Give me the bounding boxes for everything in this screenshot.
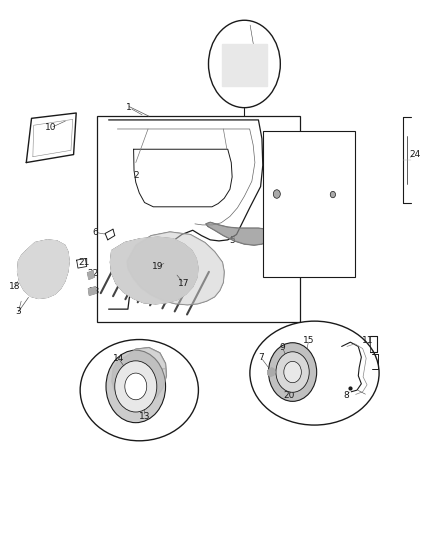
Polygon shape bbox=[268, 368, 275, 376]
Text: 6: 6 bbox=[92, 228, 99, 237]
Bar bbox=[263, 131, 355, 277]
Polygon shape bbox=[127, 232, 224, 305]
Text: 4: 4 bbox=[291, 158, 296, 167]
Text: 13: 13 bbox=[139, 413, 150, 421]
Text: 5: 5 bbox=[229, 237, 235, 245]
Text: 3: 3 bbox=[15, 308, 21, 316]
Polygon shape bbox=[134, 149, 232, 207]
Text: 25: 25 bbox=[250, 52, 261, 60]
Circle shape bbox=[276, 352, 309, 392]
Text: 22: 22 bbox=[88, 270, 99, 278]
Text: 23: 23 bbox=[88, 287, 100, 296]
Polygon shape bbox=[110, 237, 198, 304]
Circle shape bbox=[115, 361, 157, 412]
Circle shape bbox=[268, 343, 317, 401]
Text: 1: 1 bbox=[126, 103, 132, 112]
Text: 10: 10 bbox=[45, 124, 56, 132]
Text: 8: 8 bbox=[343, 391, 349, 400]
Text: 24: 24 bbox=[410, 150, 421, 159]
Polygon shape bbox=[206, 222, 272, 245]
Ellipse shape bbox=[250, 321, 379, 425]
Text: 18: 18 bbox=[9, 282, 21, 291]
Text: 20: 20 bbox=[283, 391, 295, 400]
Polygon shape bbox=[88, 287, 96, 295]
Bar bbox=[97, 116, 300, 322]
Text: 7: 7 bbox=[258, 353, 264, 361]
Text: 21: 21 bbox=[78, 258, 90, 266]
Ellipse shape bbox=[80, 340, 198, 441]
Polygon shape bbox=[18, 240, 69, 298]
Text: 14: 14 bbox=[113, 354, 124, 362]
Circle shape bbox=[106, 350, 166, 423]
Circle shape bbox=[330, 191, 336, 198]
Text: 11: 11 bbox=[362, 336, 374, 344]
Text: 9: 9 bbox=[279, 343, 286, 352]
Polygon shape bbox=[112, 348, 166, 405]
Text: 2: 2 bbox=[133, 172, 138, 180]
Text: 17: 17 bbox=[178, 279, 190, 288]
Polygon shape bbox=[88, 271, 94, 279]
Circle shape bbox=[284, 361, 301, 383]
Circle shape bbox=[125, 373, 147, 400]
Circle shape bbox=[208, 20, 280, 108]
Text: 15: 15 bbox=[303, 336, 314, 344]
Text: 19: 19 bbox=[152, 262, 163, 271]
Polygon shape bbox=[222, 44, 267, 86]
Circle shape bbox=[273, 190, 280, 198]
